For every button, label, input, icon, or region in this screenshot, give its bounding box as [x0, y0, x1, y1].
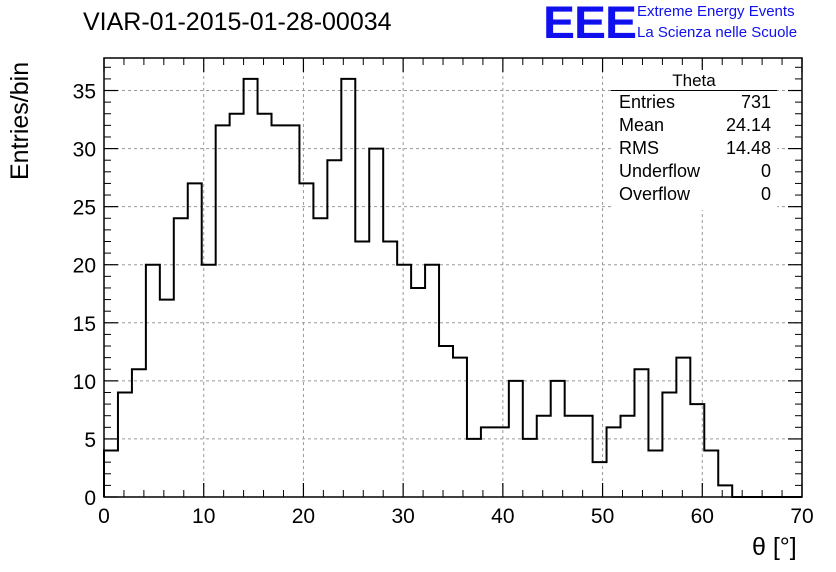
- x-tick-label: 50: [591, 505, 614, 528]
- stats-key: Entries: [619, 92, 676, 112]
- y-tick-label: 10: [73, 371, 96, 394]
- run-title: VIAR-01-2015-01-28-00034: [83, 8, 392, 36]
- plot-frame: [103, 57, 803, 498]
- y-tick-label: 30: [73, 139, 96, 162]
- histogram-outline: [103, 77, 802, 498]
- y-tick-label: 5: [84, 429, 96, 452]
- y-tick-label: 0: [84, 487, 96, 510]
- stats-row-overflow: Overflow 0: [619, 184, 771, 206]
- x-axis-label: θ [°]: [752, 533, 797, 561]
- stats-row-rms: RMS 14.48: [619, 138, 771, 160]
- stats-row-mean: Mean 24.14: [619, 115, 771, 137]
- stats-value: 0: [760, 184, 771, 204]
- x-tick-label: 70: [790, 505, 813, 528]
- y-tick-label: 25: [73, 197, 96, 220]
- x-tick-label: 40: [491, 505, 514, 528]
- stats-title: Theta: [611, 70, 777, 91]
- stats-key: Underflow: [619, 161, 701, 181]
- stats-value: 731: [740, 92, 771, 112]
- x-tick-label: 30: [391, 505, 414, 528]
- stats-value: 24.14: [725, 115, 771, 135]
- y-tick-label: 15: [73, 313, 96, 336]
- logo-line-1: Extreme Energy Events: [637, 3, 795, 20]
- y-tick-label: 35: [73, 81, 96, 104]
- logo-mark: EEE: [543, 0, 637, 49]
- x-tick-label: 20: [292, 505, 315, 528]
- axis-ticks: [103, 58, 803, 498]
- y-axis-label: Entries/bin: [6, 61, 34, 180]
- stats-value: 0: [760, 161, 771, 181]
- x-tick-label: 10: [192, 505, 215, 528]
- x-tick-label: 0: [98, 505, 110, 528]
- tick-labels: 0 10 20 30 40 50 60 70 0 5 10 15 20 25 30 35: [73, 81, 814, 528]
- stats-key: Overflow: [619, 184, 691, 204]
- stats-key: RMS: [619, 138, 659, 158]
- stats-row-underflow: Underflow 0: [619, 161, 771, 183]
- logo-line-2: La Scienza nelle Scuole: [637, 24, 798, 41]
- stats-box: Theta Entries 731 Mean 24.14 RMS 14.48 U…: [611, 70, 777, 210]
- x-tick-label: 60: [691, 505, 714, 528]
- eee-logo: EEE Extreme Energy Events La Scienza nel…: [543, 0, 833, 49]
- grid-lines: [104, 58, 802, 497]
- stats-row-entries: Entries 731: [619, 92, 771, 114]
- stats-value: 14.48: [725, 138, 771, 158]
- y-tick-label: 20: [73, 255, 96, 278]
- stats-key: Mean: [619, 115, 665, 135]
